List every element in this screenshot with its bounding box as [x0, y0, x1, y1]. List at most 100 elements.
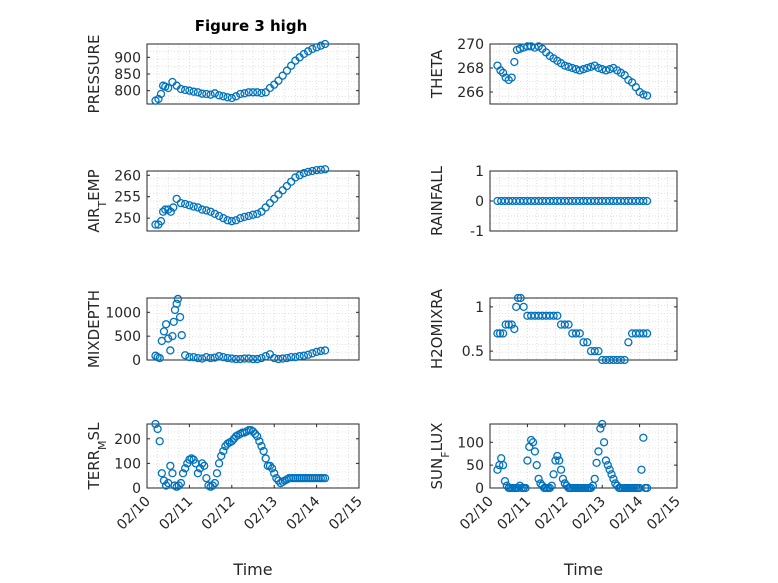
data-point: [507, 320, 516, 329]
data-point: [642, 483, 652, 493]
data-point: [253, 354, 262, 364]
data-point: [244, 88, 253, 97]
data-point: [219, 213, 228, 223]
y-axis-label-part: LUX: [428, 423, 446, 452]
data-point: [172, 194, 181, 204]
data-point: [197, 89, 207, 98]
x-axis-label: Time: [232, 560, 272, 579]
data-point: [500, 476, 510, 486]
data-point: [227, 437, 236, 446]
y-tick-label: 50: [466, 458, 484, 474]
data-point: [219, 446, 228, 456]
data-point: [248, 88, 258, 97]
data-point: [236, 89, 245, 99]
y-tick-label: 0.5: [462, 344, 484, 360]
data-point: [590, 346, 599, 356]
data-point: [303, 167, 313, 177]
data-point: [594, 63, 603, 73]
data-point: [189, 202, 198, 211]
data-point: [257, 442, 266, 451]
data-point: [155, 353, 164, 363]
data-point: [166, 461, 175, 470]
data-point: [253, 432, 262, 441]
data-point: [214, 352, 224, 361]
data-point: [308, 349, 317, 358]
y-tick-label: 255: [114, 190, 141, 206]
data-point: [530, 447, 540, 456]
data-point: [223, 216, 232, 225]
data-point: [556, 465, 566, 474]
data-point: [516, 293, 525, 303]
data-point: [549, 470, 558, 479]
data-point: [189, 87, 198, 96]
data-point: [560, 320, 569, 329]
data-point: [575, 66, 584, 75]
data-point: [169, 317, 178, 326]
data-point: [185, 201, 194, 210]
data-point: [151, 419, 160, 429]
data-point: [261, 203, 270, 212]
data-point: [507, 73, 516, 82]
data-point: [274, 76, 283, 85]
data-point: [498, 460, 508, 470]
data-point: [173, 294, 183, 304]
data-point: [202, 206, 211, 215]
data-point: [639, 433, 648, 442]
data-point: [320, 165, 330, 174]
data-point: [639, 329, 648, 338]
data-point: [282, 181, 292, 191]
data-point: [601, 456, 611, 465]
data-point: [513, 293, 523, 303]
data-point: [240, 354, 249, 363]
data-point: [265, 461, 275, 470]
data-point: [291, 173, 300, 182]
y-tick-label: 100: [457, 435, 484, 451]
data-point: [504, 320, 513, 329]
data-point: [551, 456, 560, 465]
data-point: [244, 354, 253, 363]
data-point: [609, 474, 618, 484]
data-point: [270, 469, 279, 478]
data-point: [579, 65, 588, 74]
data-point: [521, 483, 530, 493]
data-point: [515, 44, 525, 53]
data-point: [206, 90, 215, 99]
data-point: [161, 205, 170, 214]
data-point: [202, 474, 211, 483]
data-point: [248, 427, 258, 436]
data-point: [320, 39, 330, 49]
data-point: [155, 437, 164, 446]
data-point: [278, 71, 287, 80]
data-point: [164, 205, 173, 214]
y-axis-label: TERRMSL: [85, 422, 109, 491]
data-point: [261, 454, 270, 463]
data-point: [202, 89, 211, 99]
y-axis-label-part: RAINFALL: [428, 165, 446, 236]
data-point: [156, 89, 166, 99]
data-point: [231, 354, 241, 364]
y-axis-label-part: T: [96, 201, 109, 209]
data-point: [185, 352, 194, 362]
axes-box: [146, 170, 360, 232]
data-point: [206, 353, 215, 363]
data-point: [642, 196, 652, 206]
data-point: [217, 451, 226, 461]
data-point: [181, 351, 190, 360]
y-tick-label: 800: [114, 84, 141, 100]
data-point: [219, 352, 228, 362]
data-point: [568, 63, 577, 73]
data-point: [603, 460, 612, 470]
data-point: [320, 474, 330, 483]
data-point: [620, 355, 629, 365]
data-point: [493, 329, 502, 338]
data-point: [272, 474, 281, 483]
data-point: [154, 94, 163, 104]
y-tick-label: 100: [114, 456, 141, 472]
data-point: [282, 353, 292, 363]
data-point: [212, 469, 222, 478]
data-point: [248, 210, 258, 219]
data-point: [586, 62, 596, 71]
y-axis-label-part: SL: [85, 422, 103, 441]
data-point: [295, 171, 304, 180]
